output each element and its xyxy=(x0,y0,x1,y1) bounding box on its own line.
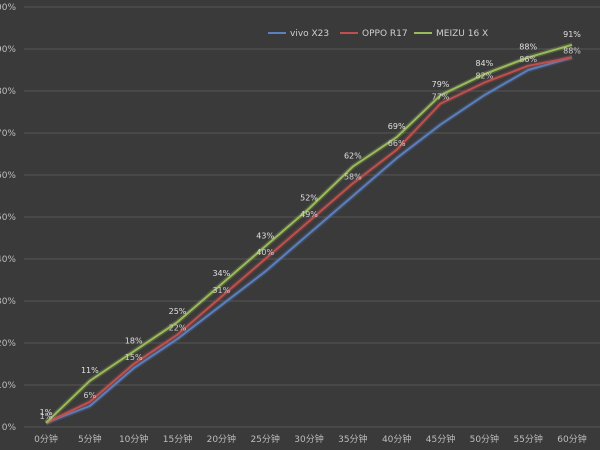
y-tick-label: 40% xyxy=(0,255,16,265)
y-axis-ticks: 0% 10% 20% 30% 40% 50% 60% 70% 80% 90% 100% xyxy=(0,3,16,433)
x-tick-label: 0分钟 xyxy=(34,433,58,445)
data-label: 15% xyxy=(125,353,143,362)
x-tick-label: 50分钟 xyxy=(470,433,499,445)
x-tick-label: 60分钟 xyxy=(557,433,586,445)
data-label: 88% xyxy=(563,46,581,55)
x-tick-label: 35分钟 xyxy=(338,433,367,445)
y-tick-label: 60% xyxy=(0,171,16,181)
y-tick-label: 10% xyxy=(0,381,16,391)
y-tick-label: 30% xyxy=(0,297,16,307)
data-label: 77% xyxy=(432,93,450,102)
data-label: 1% xyxy=(40,408,53,417)
data-label: 91% xyxy=(563,30,581,39)
x-axis-ticks: 0分钟 5分钟 10分钟 15分钟 20分钟 25分钟 30分钟 35分钟 40分钟 45分钟 50… xyxy=(34,433,587,445)
x-tick-label: 10分钟 xyxy=(119,433,148,445)
data-label: 52% xyxy=(300,194,318,203)
data-label: 58% xyxy=(344,172,362,181)
data-label: 1% xyxy=(40,412,53,421)
x-tick-label: 5分钟 xyxy=(78,433,102,445)
data-label: 62% xyxy=(344,152,362,161)
data-label: 43% xyxy=(256,231,274,240)
legend: vivo X23 OPPO R17 MEIZU 16 X xyxy=(268,29,488,39)
x-tick-label: 55分钟 xyxy=(513,433,542,445)
y-tick-label: 100% xyxy=(0,3,16,13)
data-label: 82% xyxy=(475,72,493,81)
data-label: 34% xyxy=(212,269,230,278)
series-glow xyxy=(45,54,573,426)
data-label: 22% xyxy=(169,324,187,333)
y-tick-label: 70% xyxy=(0,129,16,139)
x-tick-label: 20分钟 xyxy=(207,433,236,445)
legend-label: MEIZU 16 X xyxy=(436,29,488,39)
y-tick-label: 80% xyxy=(0,87,16,97)
grid xyxy=(24,6,600,428)
data-label: 25% xyxy=(169,307,187,316)
y-tick-label: 50% xyxy=(0,213,16,223)
series-line xyxy=(45,56,573,424)
data-label: 84% xyxy=(475,59,493,68)
x-tick-label: 40分钟 xyxy=(382,433,411,445)
data-label: 69% xyxy=(388,122,406,131)
data-label: 88% xyxy=(519,42,537,51)
series-glow xyxy=(44,54,573,426)
x-tick-label: 25分钟 xyxy=(250,433,279,445)
data-label: 79% xyxy=(432,80,450,89)
series-line xyxy=(45,43,573,424)
data-label: 11% xyxy=(81,366,99,375)
x-tick-label: 15分钟 xyxy=(163,433,192,445)
data-labels: 1% 6% 15% 22% 31% 40% 49% 58% 66% 77% 82% 86% 88% 1% 1… xyxy=(40,30,582,421)
y-tick-label: 20% xyxy=(0,339,16,349)
x-tick-label: 30分钟 xyxy=(294,433,323,445)
series-lines xyxy=(44,42,573,426)
legend-label: OPPO R17 xyxy=(362,29,408,39)
data-label: 40% xyxy=(256,248,274,257)
data-label: 86% xyxy=(519,55,537,64)
data-label: 31% xyxy=(212,286,230,295)
series-line xyxy=(45,56,573,424)
x-tick-label: 45分钟 xyxy=(426,433,455,445)
y-tick-label: 0% xyxy=(2,423,17,433)
data-label: 18% xyxy=(125,336,143,345)
legend-label: vivo X23 xyxy=(290,29,329,39)
y-tick-label: 90% xyxy=(0,45,16,55)
data-label: 66% xyxy=(388,139,406,148)
data-label: 6% xyxy=(83,391,96,400)
data-label: 49% xyxy=(300,210,318,219)
